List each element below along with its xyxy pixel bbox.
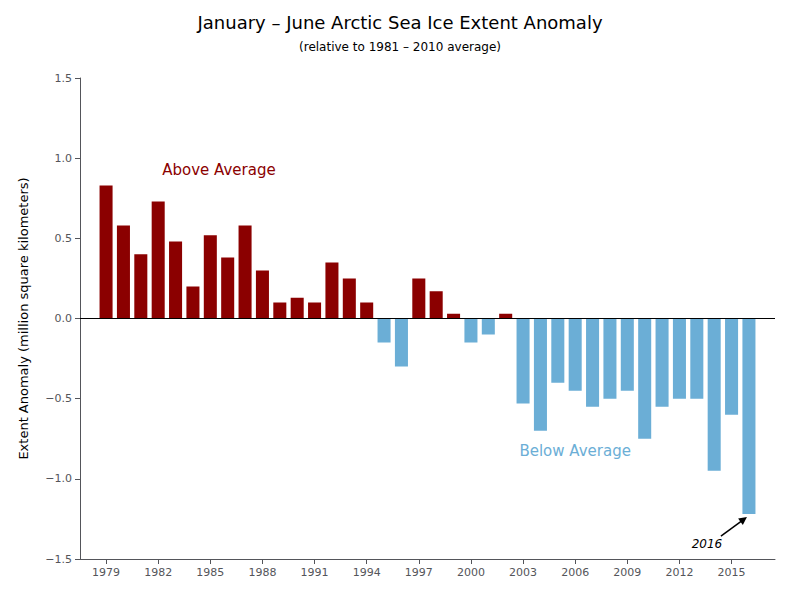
- svg-text:2003: 2003: [509, 566, 537, 579]
- svg-text:1982: 1982: [144, 566, 172, 579]
- svg-text:1988: 1988: [248, 566, 276, 579]
- svg-text:2009: 2009: [613, 566, 641, 579]
- svg-text:January – June Arctic Sea Ice: January – June Arctic Sea Ice Extent Ano…: [196, 12, 602, 33]
- svg-text:1985: 1985: [196, 566, 224, 579]
- svg-text:2015: 2015: [718, 566, 746, 579]
- svg-text:1979: 1979: [92, 566, 120, 579]
- svg-text:Extent Anomaly (million square: Extent Anomaly (million square kilometer…: [16, 177, 31, 459]
- svg-text:(relative to 1981 – 2010 avera: (relative to 1981 – 2010 average): [299, 40, 501, 54]
- svg-text:−1.0: −1.0: [45, 472, 72, 485]
- svg-text:1.5: 1.5: [55, 72, 73, 85]
- svg-text:2016: 2016: [692, 537, 723, 551]
- svg-text:−1.5: −1.5: [45, 553, 72, 566]
- svg-text:2006: 2006: [561, 566, 589, 579]
- svg-text:1991: 1991: [301, 566, 329, 579]
- svg-text:2000: 2000: [457, 566, 485, 579]
- svg-text:1.0: 1.0: [55, 152, 73, 165]
- svg-text:1994: 1994: [353, 566, 381, 579]
- svg-text:0.0: 0.0: [55, 312, 73, 325]
- svg-text:2012: 2012: [665, 566, 693, 579]
- svg-text:Below Average: Below Average: [519, 442, 631, 460]
- svg-text:1997: 1997: [405, 566, 433, 579]
- svg-text:Above Average: Above Average: [162, 161, 275, 179]
- svg-text:−0.5: −0.5: [45, 392, 72, 405]
- svg-text:0.5: 0.5: [55, 232, 73, 245]
